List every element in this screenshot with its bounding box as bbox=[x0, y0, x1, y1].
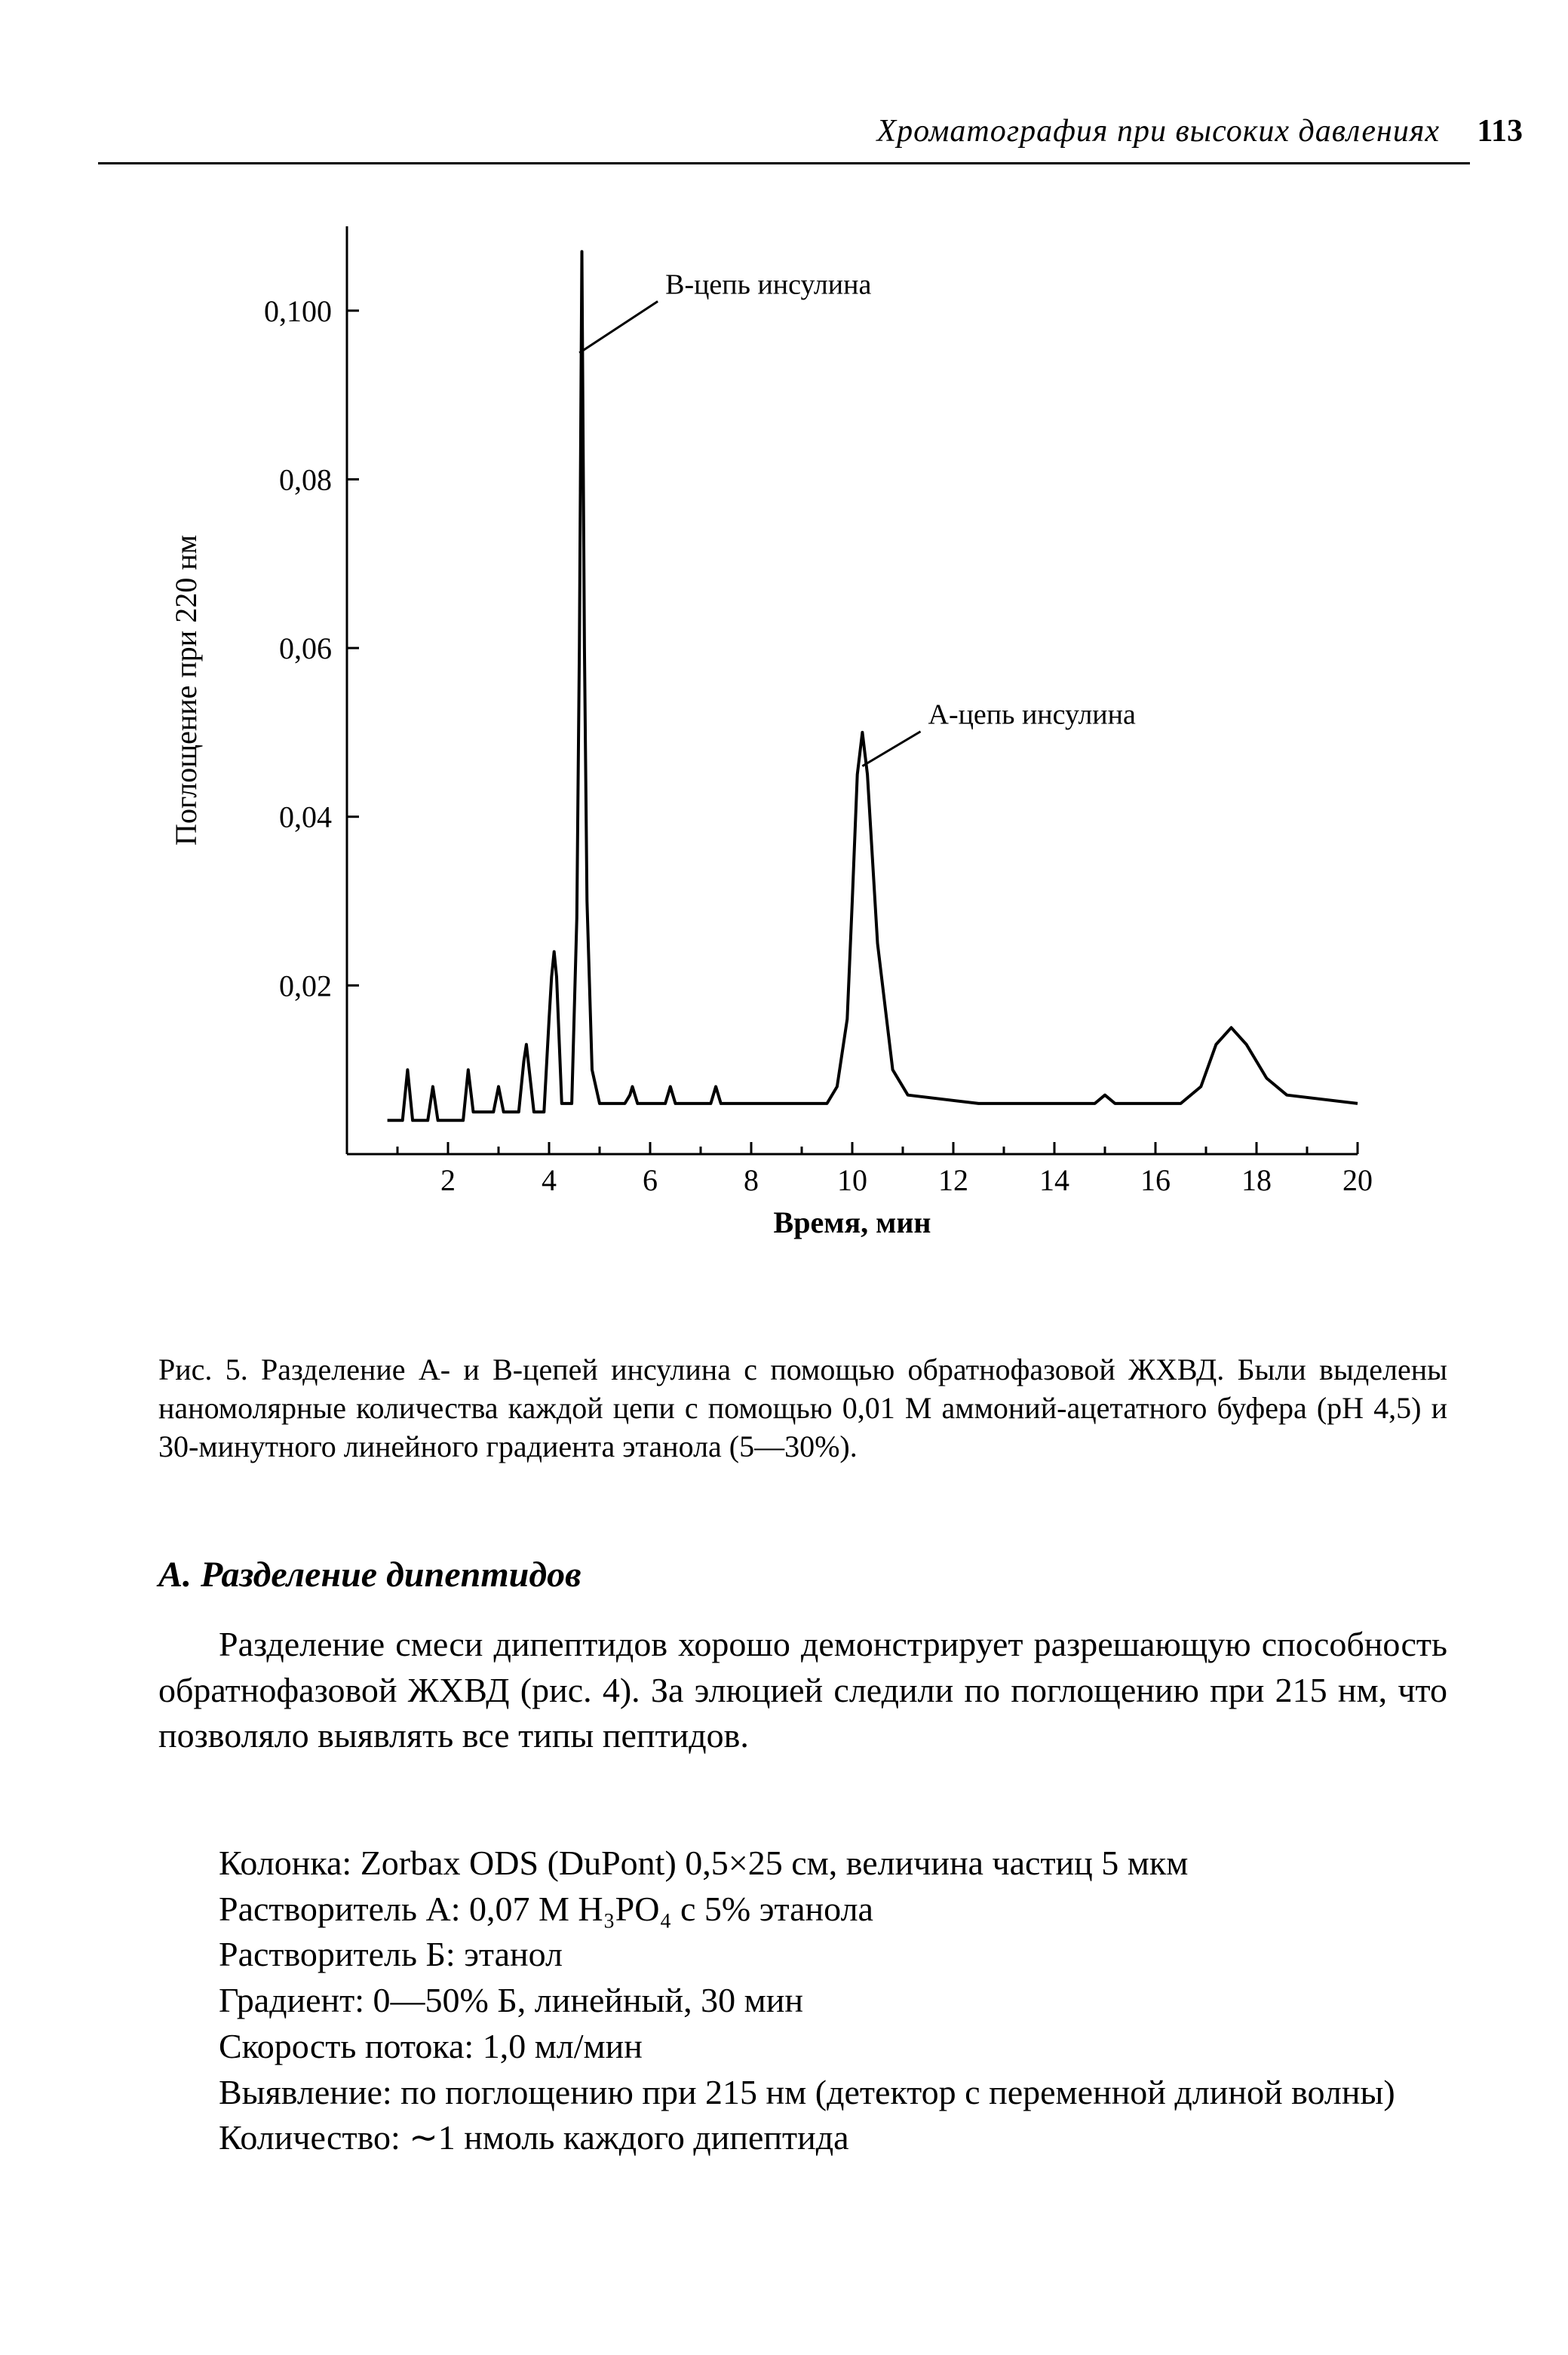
svg-text:12: 12 bbox=[938, 1163, 968, 1197]
svg-text:10: 10 bbox=[837, 1163, 867, 1197]
method-gradient: Градиент: 0—50% Б, линейный, 30 мин bbox=[219, 1978, 1447, 2024]
page-number: 113 bbox=[1477, 113, 1523, 149]
svg-text:18: 18 bbox=[1241, 1163, 1272, 1197]
svg-text:А-цепь инсулина: А-цепь инсулина bbox=[928, 699, 1136, 731]
running-head: Хроматография при высоких давлениях bbox=[877, 113, 1440, 149]
svg-text:0,02: 0,02 bbox=[279, 969, 332, 1002]
svg-text:16: 16 bbox=[1140, 1163, 1171, 1197]
svg-text:2: 2 bbox=[440, 1163, 456, 1197]
method-solvent-b: Растворитель Б: этанол bbox=[219, 1932, 1447, 1978]
chromatogram-svg: 2 4 6 8 10 12 14 16 18 20 Время, мин 0,02 0,04 0,06 0,… bbox=[151, 196, 1395, 1290]
svg-text:8: 8 bbox=[744, 1163, 759, 1197]
svg-text:Поглощение при 220 нм: Поглощение при 220 нм bbox=[169, 535, 203, 846]
svg-text:14: 14 bbox=[1039, 1163, 1069, 1197]
svg-text:0,04: 0,04 bbox=[279, 800, 332, 834]
method-column: Колонка: Zorbax ODS (DuPont) 0,5×25 см, … bbox=[219, 1841, 1447, 1887]
method-flow: Скорость потока: 1,0 мл/мин bbox=[219, 2024, 1447, 2070]
svg-text:0,08: 0,08 bbox=[279, 462, 332, 496]
chromatogram-figure: 2 4 6 8 10 12 14 16 18 20 Время, мин 0,02 0,04 0,06 0,… bbox=[151, 196, 1395, 1290]
body-paragraph: Разделение смеси дипептидов хорошо демон… bbox=[158, 1622, 1447, 1759]
figure-caption: Рис. 5. Разделение А- и В-цепей инсулина… bbox=[158, 1350, 1447, 1466]
svg-text:В-цепь инсулина: В-цепь инсулина bbox=[665, 269, 871, 300]
svg-text:20: 20 bbox=[1342, 1163, 1373, 1197]
svg-text:0,100: 0,100 bbox=[264, 294, 332, 328]
method-solvent-a: Растворитель А: 0,07 М H₃PO₄ с 5% этанол… bbox=[219, 1887, 1447, 1933]
header-rule bbox=[98, 162, 1470, 164]
page: Хроматография при высоких давлениях 113 … bbox=[0, 0, 1568, 2355]
svg-text:6: 6 bbox=[643, 1163, 658, 1197]
svg-text:0,06: 0,06 bbox=[279, 631, 332, 665]
method-detection: Выявление: по поглощению при 215 нм (дет… bbox=[219, 2070, 1447, 2116]
method-amount: Количество: ∼1 нмоль каждого дипептида bbox=[219, 2115, 1447, 2161]
svg-text:4: 4 bbox=[542, 1163, 557, 1197]
svg-text:Время, мин: Время, мин bbox=[774, 1205, 931, 1239]
methods-list: Колонка: Zorbax ODS (DuPont) 0,5×25 см, … bbox=[219, 1841, 1447, 2161]
section-title: А. Разделение дипептидов bbox=[158, 1554, 581, 1595]
